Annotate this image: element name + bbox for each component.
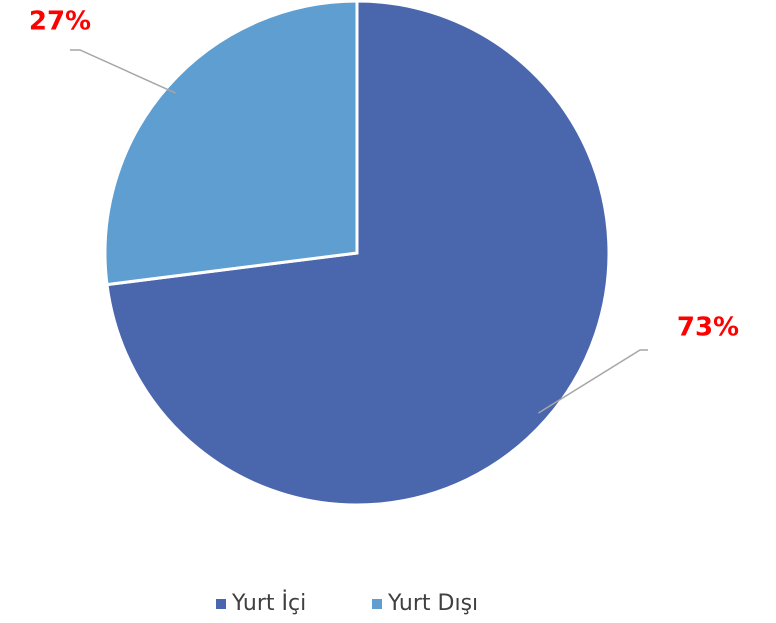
- pie-slice: [103, 0, 359, 287]
- legend-label: Yurt Dışı: [387, 591, 478, 616]
- data-label: 27%: [29, 7, 91, 37]
- data-label: 73%: [677, 313, 739, 343]
- legend-label: Yurt İçi: [231, 590, 306, 616]
- legend-swatch: [216, 599, 226, 609]
- leader-line: [538, 349, 648, 414]
- leader-line: [70, 49, 176, 94]
- legend-swatch: [372, 599, 382, 609]
